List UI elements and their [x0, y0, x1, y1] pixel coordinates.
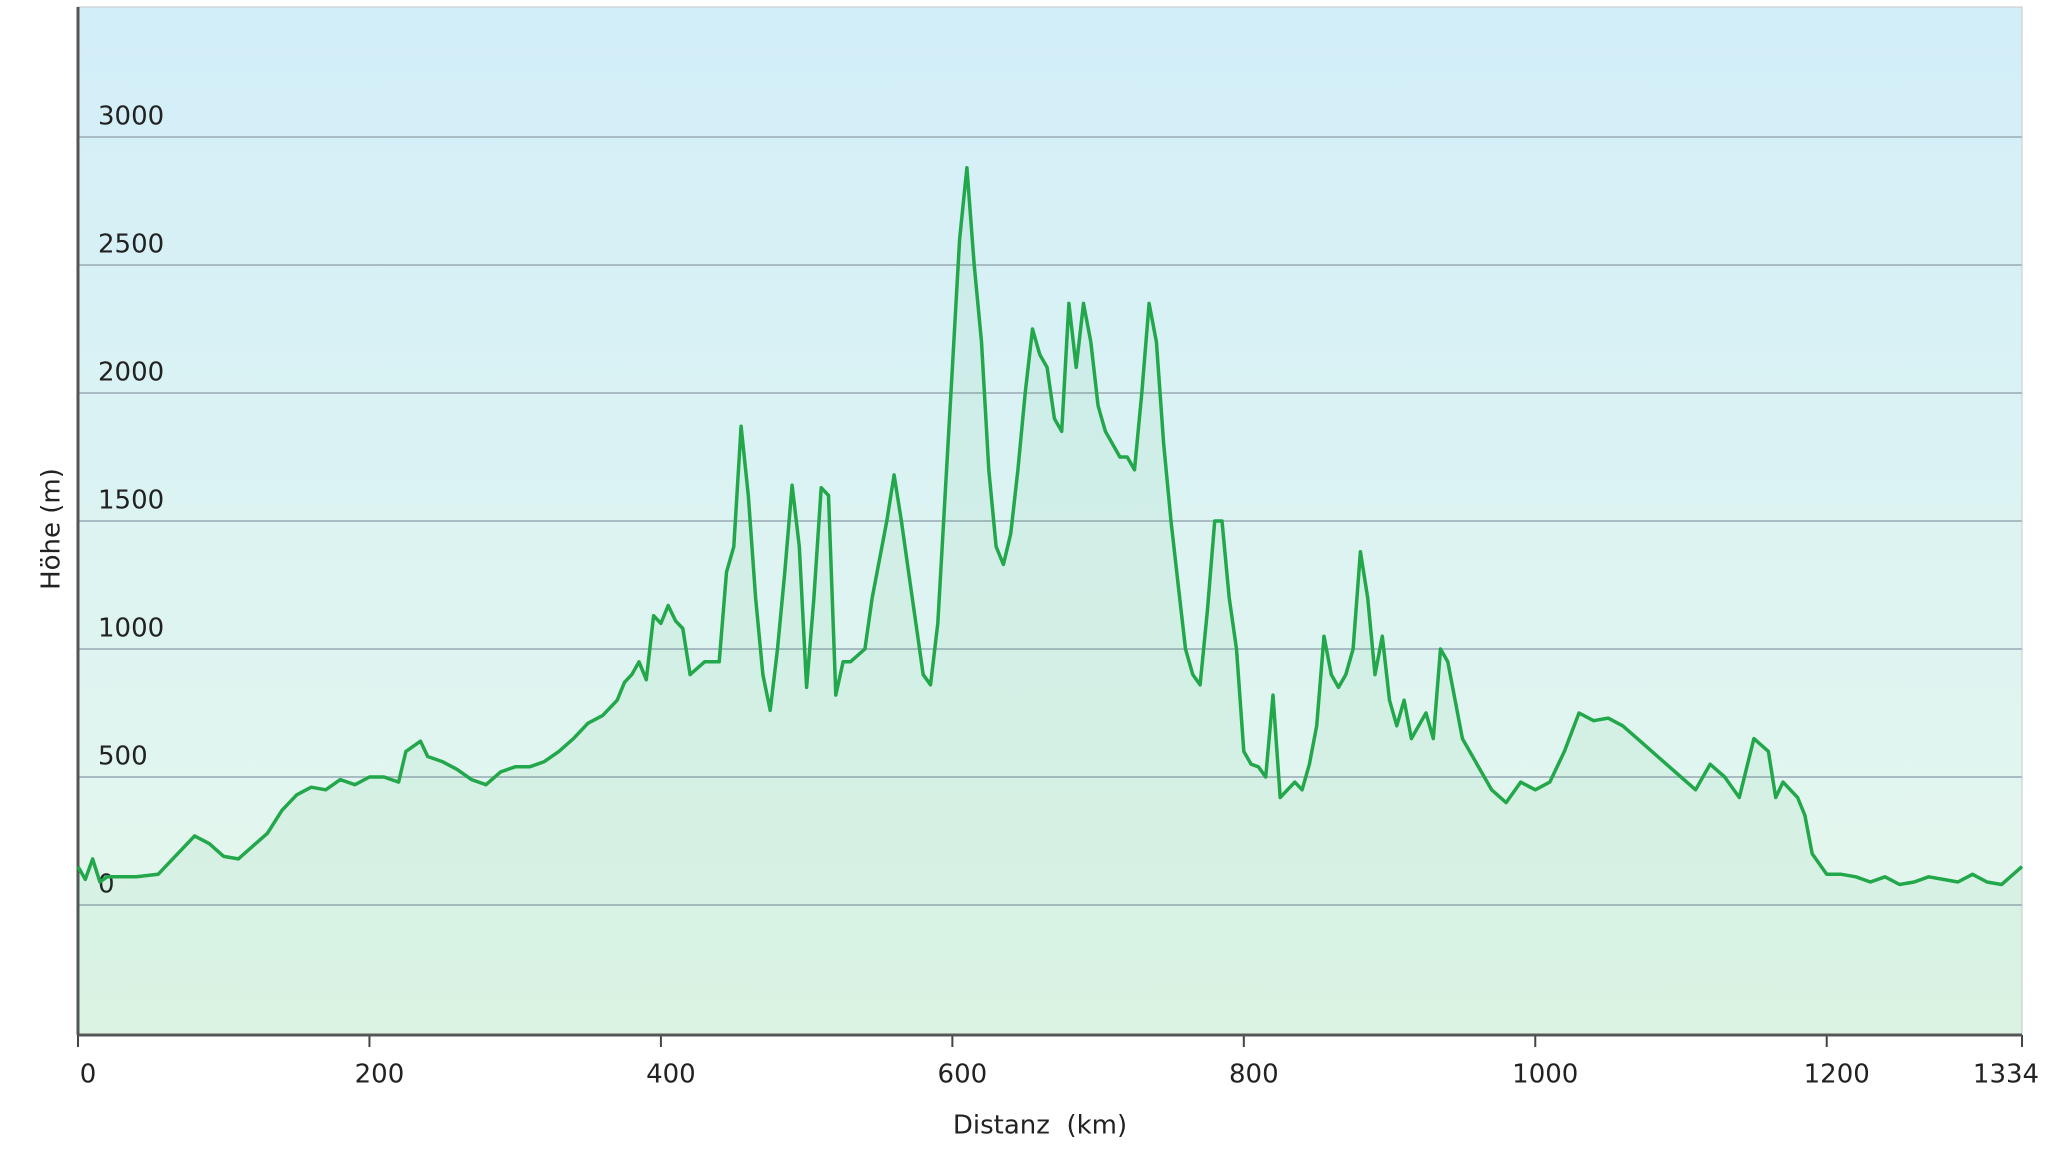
- x-tick-label: 1000: [1512, 1060, 1578, 1090]
- x-tick-label: 0: [80, 1060, 97, 1090]
- line: [76, 165, 2024, 887]
- y-tick-label: 3000: [98, 102, 164, 132]
- area: [78, 167, 2022, 1033]
- x-tick-label: 600: [938, 1060, 988, 1090]
- y-tick-label: 500: [98, 742, 148, 772]
- y-tick-label: 2500: [98, 230, 164, 260]
- x-tick-label: 1200: [1804, 1060, 1870, 1090]
- y-tick-label: 2000: [98, 358, 164, 388]
- x-tick-label: 200: [355, 1060, 405, 1090]
- x-axis-label: Distanz (km): [953, 1111, 1127, 1141]
- y-tick-label: 1500: [98, 486, 164, 516]
- y-axis-label: Höhe (m): [37, 468, 67, 590]
- x-tick-label: 400: [646, 1060, 696, 1090]
- y-tick-label: 1000: [98, 614, 164, 644]
- x-tick-label: 1334: [1973, 1060, 2039, 1090]
- x-tick-label: 800: [1229, 1060, 1279, 1090]
